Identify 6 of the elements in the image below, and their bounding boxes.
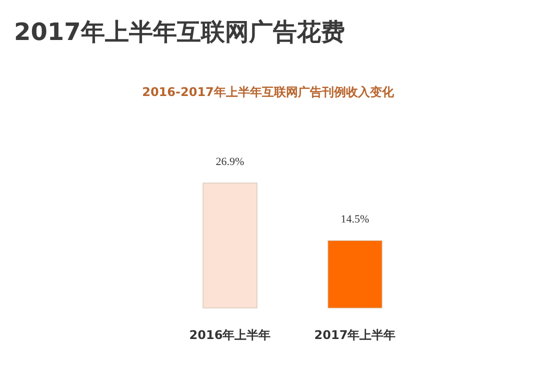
chart-title: 2017年上半年互联网广告花费 <box>14 18 345 46</box>
chart-subtitle: 2016-2017年上半年互联网广告刊例收入变化 <box>142 85 395 99</box>
data-label: 14.5% <box>340 214 370 226</box>
x-tick-label: 2017年上半年 <box>314 328 396 342</box>
data-label: 26.9% <box>216 156 244 168</box>
x-tick-label: 2016年上半年 <box>189 328 271 342</box>
